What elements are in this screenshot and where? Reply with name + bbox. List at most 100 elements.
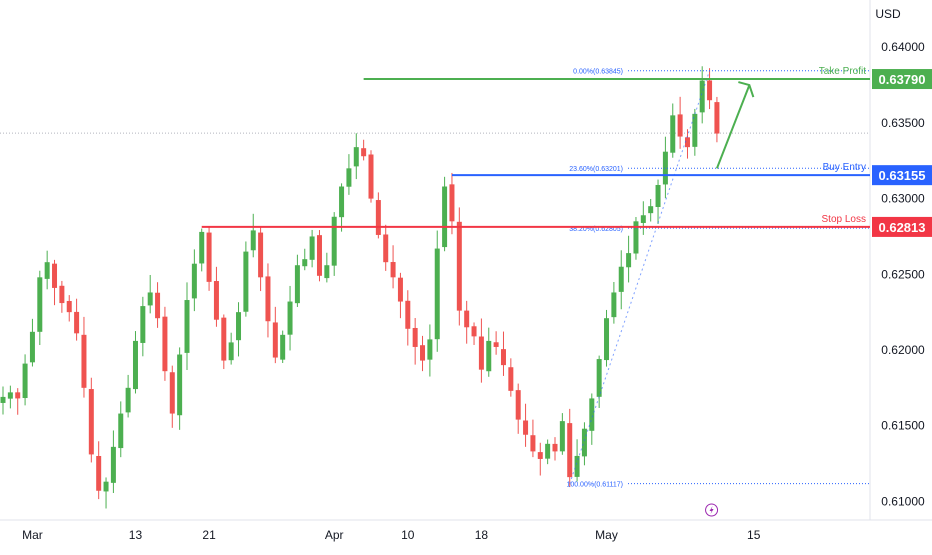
grid-layer <box>0 0 932 521</box>
fib-level-label: 100.00%(0.61117) <box>566 482 623 489</box>
candle-body <box>125 387 131 413</box>
price-axis: USD 0.64000 0.63500 0.63000 0.62500 0.62000 0… <box>875 7 925 508</box>
candle-body <box>471 326 477 337</box>
candle-body <box>530 435 536 452</box>
candle-body <box>37 277 43 332</box>
candle-body <box>618 266 624 292</box>
candle-body <box>677 114 683 137</box>
candle-body <box>66 300 72 313</box>
x-tick-label: 15 <box>747 528 761 542</box>
arrow-layer <box>715 81 755 169</box>
x-tick-label: 21 <box>202 528 216 542</box>
candle-body <box>427 339 433 360</box>
candle-body <box>52 263 58 288</box>
candle-body <box>589 398 595 431</box>
candle-body <box>294 265 300 304</box>
candle-body <box>604 318 610 361</box>
x-tick-label: 13 <box>129 528 143 542</box>
candle-body <box>140 306 146 343</box>
candle-body <box>574 455 580 477</box>
candle-body <box>456 221 462 311</box>
candle-body <box>611 292 617 318</box>
candle-body <box>383 234 389 263</box>
candle-body <box>420 345 426 361</box>
candle-body <box>243 251 249 312</box>
price-tag-value: 0.63155 <box>879 168 926 183</box>
arrow-shaft <box>715 84 751 169</box>
candle-body <box>361 148 367 157</box>
candle-body <box>169 372 175 414</box>
candle-body <box>287 301 293 335</box>
candle-body <box>412 327 418 347</box>
candle-body <box>493 342 499 347</box>
candle-body <box>626 253 632 268</box>
candle-body <box>272 322 278 358</box>
candle-body <box>353 147 359 167</box>
y-tick-label: 0.61000 <box>881 494 925 508</box>
fib-level-label: 38.20%(0.62805) <box>569 226 623 233</box>
price-tag <box>872 216 932 237</box>
candle-body <box>692 113 698 147</box>
candle-body <box>714 102 720 134</box>
candle-body <box>59 285 65 304</box>
candle-body <box>559 421 565 452</box>
candle-body <box>699 80 705 113</box>
candle-body <box>596 359 602 397</box>
candles-layer <box>0 66 720 509</box>
price-tag <box>872 165 932 186</box>
candle-body <box>375 200 381 235</box>
candle-body <box>44 262 50 279</box>
lightning-icon <box>705 503 719 517</box>
candle-body <box>684 137 690 148</box>
candle-body <box>258 232 264 278</box>
candle-body <box>15 392 21 399</box>
candle-body <box>103 481 109 492</box>
candle-body <box>110 446 116 483</box>
candle-body <box>155 292 161 319</box>
candle-body <box>545 443 551 459</box>
candle-body <box>655 184 661 207</box>
y-tick-label: 0.62000 <box>881 343 925 357</box>
candle-body <box>236 312 242 341</box>
candle-body <box>228 342 234 361</box>
candle-body <box>500 349 506 366</box>
candle-body <box>280 334 286 360</box>
time-axis: Mar 13 21 Apr 10 18 May 15 <box>22 503 761 542</box>
candle-body <box>515 390 521 420</box>
candle-body <box>581 428 587 457</box>
x-tick-label: 10 <box>401 528 415 542</box>
candle-body <box>442 186 448 248</box>
candle-body <box>302 259 308 267</box>
candle-body <box>316 235 322 276</box>
candle-body <box>537 452 543 459</box>
candle-body <box>162 316 168 372</box>
price-levels-layer: Take Profit Buy Entry Stop Loss <box>201 66 870 228</box>
price-tag-value: 0.63790 <box>879 72 926 87</box>
price-tag <box>872 69 932 90</box>
candle-body <box>265 276 271 322</box>
candle-body <box>22 363 28 399</box>
candle-body <box>508 367 514 391</box>
price-tag-value: 0.62813 <box>879 220 926 235</box>
y-tick-label: 0.62500 <box>881 267 925 281</box>
candle-body <box>147 292 153 306</box>
candle-body <box>368 154 374 199</box>
candle-body <box>464 310 470 328</box>
candle-body <box>118 413 124 449</box>
candle-body <box>29 331 35 363</box>
candle-body <box>177 354 183 416</box>
candle-body <box>221 317 227 361</box>
fib-level-label: 0.00%(0.63845) <box>573 69 623 76</box>
level-label: Stop Loss <box>822 214 866 225</box>
y-tick-label: 0.63000 <box>881 192 925 206</box>
candle-body <box>250 230 256 251</box>
candle-body <box>199 231 205 264</box>
x-tick-label: Mar <box>22 528 43 542</box>
candle-body <box>0 396 6 403</box>
candle-body <box>191 263 197 299</box>
candle-body <box>331 216 337 266</box>
y-tick-label: 0.64000 <box>881 40 925 54</box>
candle-body <box>640 215 646 223</box>
